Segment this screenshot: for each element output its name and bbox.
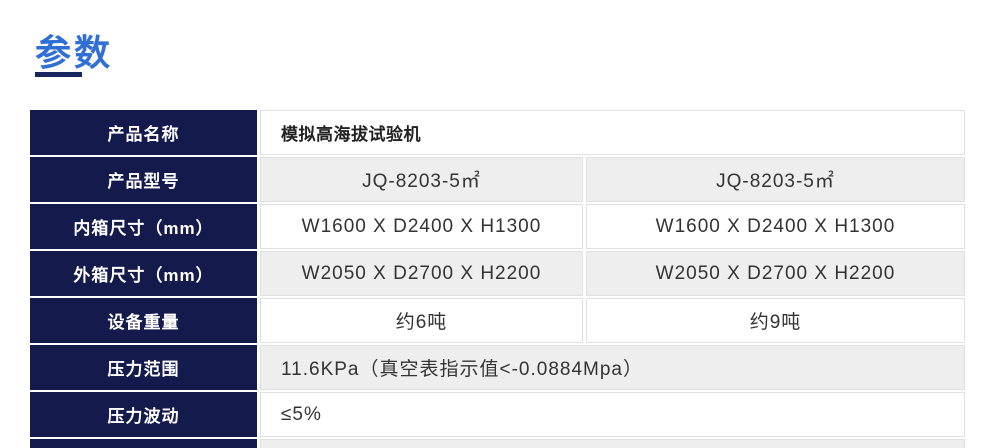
row-header-weight: 设备重量 [30,298,257,343]
cell-outer-size-2: W2050 X D2700 X H2200 [586,251,965,296]
cell-weight-2: 约9吨 [586,298,965,343]
table-row-pressure-range: 压力范围 11.6KPa（真空表指示值<-0.0884Mpa） [30,345,965,390]
cell-inner-size-2: W1600 X D2400 X H1300 [586,204,965,249]
title-underline-bar [35,72,82,77]
table-row-product-name: 产品名称 模拟高海拔试验机 [30,110,965,155]
row-header-pressure-fluctuation: 压力波动 [30,392,257,437]
row-header-model: 产品型号 [30,157,257,202]
row-header-product-name: 产品名称 [30,110,257,155]
cell-clipped [260,439,965,448]
page-title: 参数 [35,32,114,73]
cell-pressure-range: 11.6KPa（真空表指示值<-0.0884Mpa） [260,345,965,390]
cell-inner-size-1: W1600 X D2400 X H1300 [260,204,583,249]
cell-model-1: JQ-8203-5㎡ [260,157,583,202]
table-row-outer-size: 外箱尺寸（mm） W2050 X D2700 X H2200 W2050 X D… [30,251,965,296]
cell-product-name: 模拟高海拔试验机 [260,110,965,155]
table-row-weight: 设备重量 约6吨 约9吨 [30,298,965,343]
table-row-clipped [30,439,965,448]
table-row-pressure-fluctuation: 压力波动 ≤5% [30,392,965,437]
cell-weight-1: 约6吨 [260,298,583,343]
row-header-outer-size: 外箱尺寸（mm） [30,251,257,296]
cell-outer-size-1: W2050 X D2700 X H2200 [260,251,583,296]
spec-table: 产品名称 模拟高海拔试验机 产品型号 JQ-8203-5㎡ JQ-8203-5㎡… [27,108,968,448]
row-header-pressure-range: 压力范围 [30,345,257,390]
cell-pressure-fluctuation: ≤5% [260,392,965,437]
table-row-model: 产品型号 JQ-8203-5㎡ JQ-8203-5㎡ [30,157,965,202]
table-row-inner-size: 内箱尺寸（mm） W1600 X D2400 X H1300 W1600 X D… [30,204,965,249]
row-header-inner-size: 内箱尺寸（mm） [30,204,257,249]
cell-model-2: JQ-8203-5㎡ [586,157,965,202]
row-header-clipped [30,439,257,448]
